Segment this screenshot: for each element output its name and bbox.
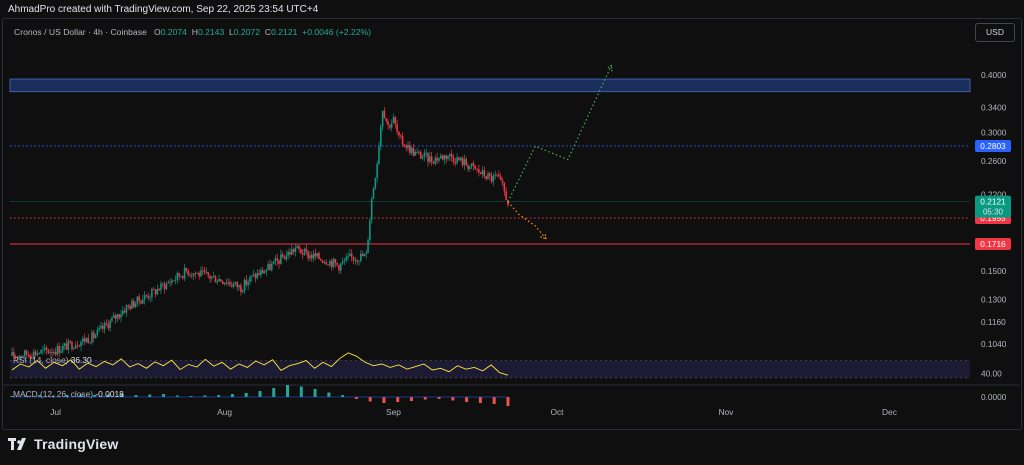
rsi-value: 36.30 [70,355,92,365]
symbol-name[interactable]: Cronos / US Dollar · 4h · Coinbase [14,27,147,37]
macd-legend[interactable]: MACD (12, 26, close) -0.0018 [13,389,124,399]
close-value: 0.2121 [271,27,298,37]
high-value: 0.2143 [197,27,225,37]
high-label: H [191,27,198,37]
chart-frame[interactable] [2,18,1022,430]
open-label: O [153,27,161,37]
rsi-label: RSI (14, close) [13,355,69,365]
top-bar: AhmadPro created with TradingView.com, S… [0,0,1024,18]
macd-label: MACD (12, 26, close) [13,389,94,399]
currency-button[interactable]: USD [975,23,1015,42]
symbol-legend: Cronos / US Dollar · 4h · Coinbase O0.20… [14,27,371,37]
macd-value: -0.0018 [95,389,124,399]
brand-name: TradingView [34,436,119,452]
low-label: L [229,27,234,37]
brand-logo[interactable]: TradingView [8,436,118,452]
tradingview-logo-icon [8,438,26,450]
rsi-legend[interactable]: RSI (14, close) 36.30 [13,355,92,365]
credit-text: AhmadPro created with TradingView.com, S… [8,4,319,15]
close-label: C [264,27,272,37]
open-value: 0.2074 [160,27,187,37]
low-value: 0.2072 [233,27,261,37]
change-value: +0.0046 (+2.22%) [302,27,371,37]
